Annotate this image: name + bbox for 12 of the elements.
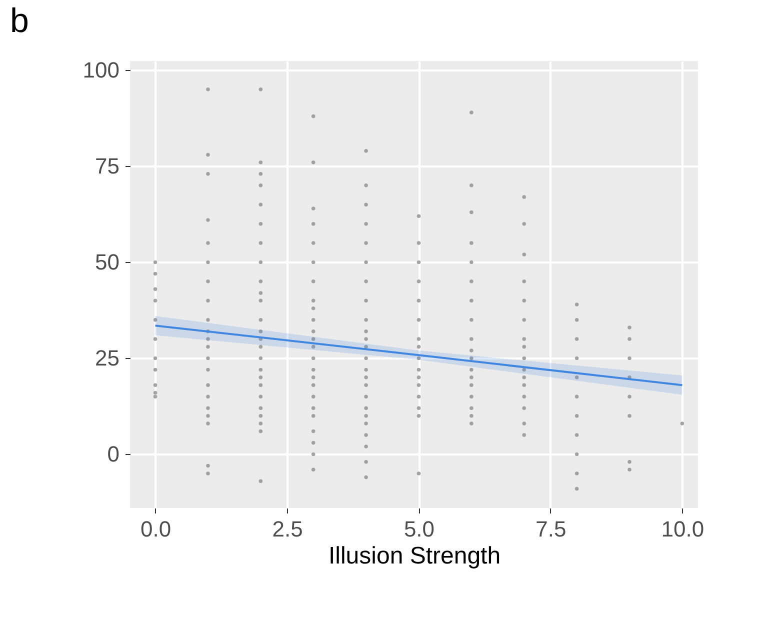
x-tick-label: 5.0 [404,516,435,542]
x-axis-title: Illusion Strength [328,542,501,570]
x-tick-label: 10.0 [661,516,704,542]
chart-title: b [10,2,29,40]
y-tick-label: 25 [95,346,120,371]
y-tick-label: 100 [82,58,120,83]
y-tick-label: 75 [95,154,120,179]
x-tick-label: 0.0 [140,516,172,542]
y-tick-label: 50 [95,250,120,275]
y-tick-label: 0 [107,442,120,467]
x-tick-label: 2.5 [272,516,303,542]
x-tick-label: 7.5 [536,516,566,542]
